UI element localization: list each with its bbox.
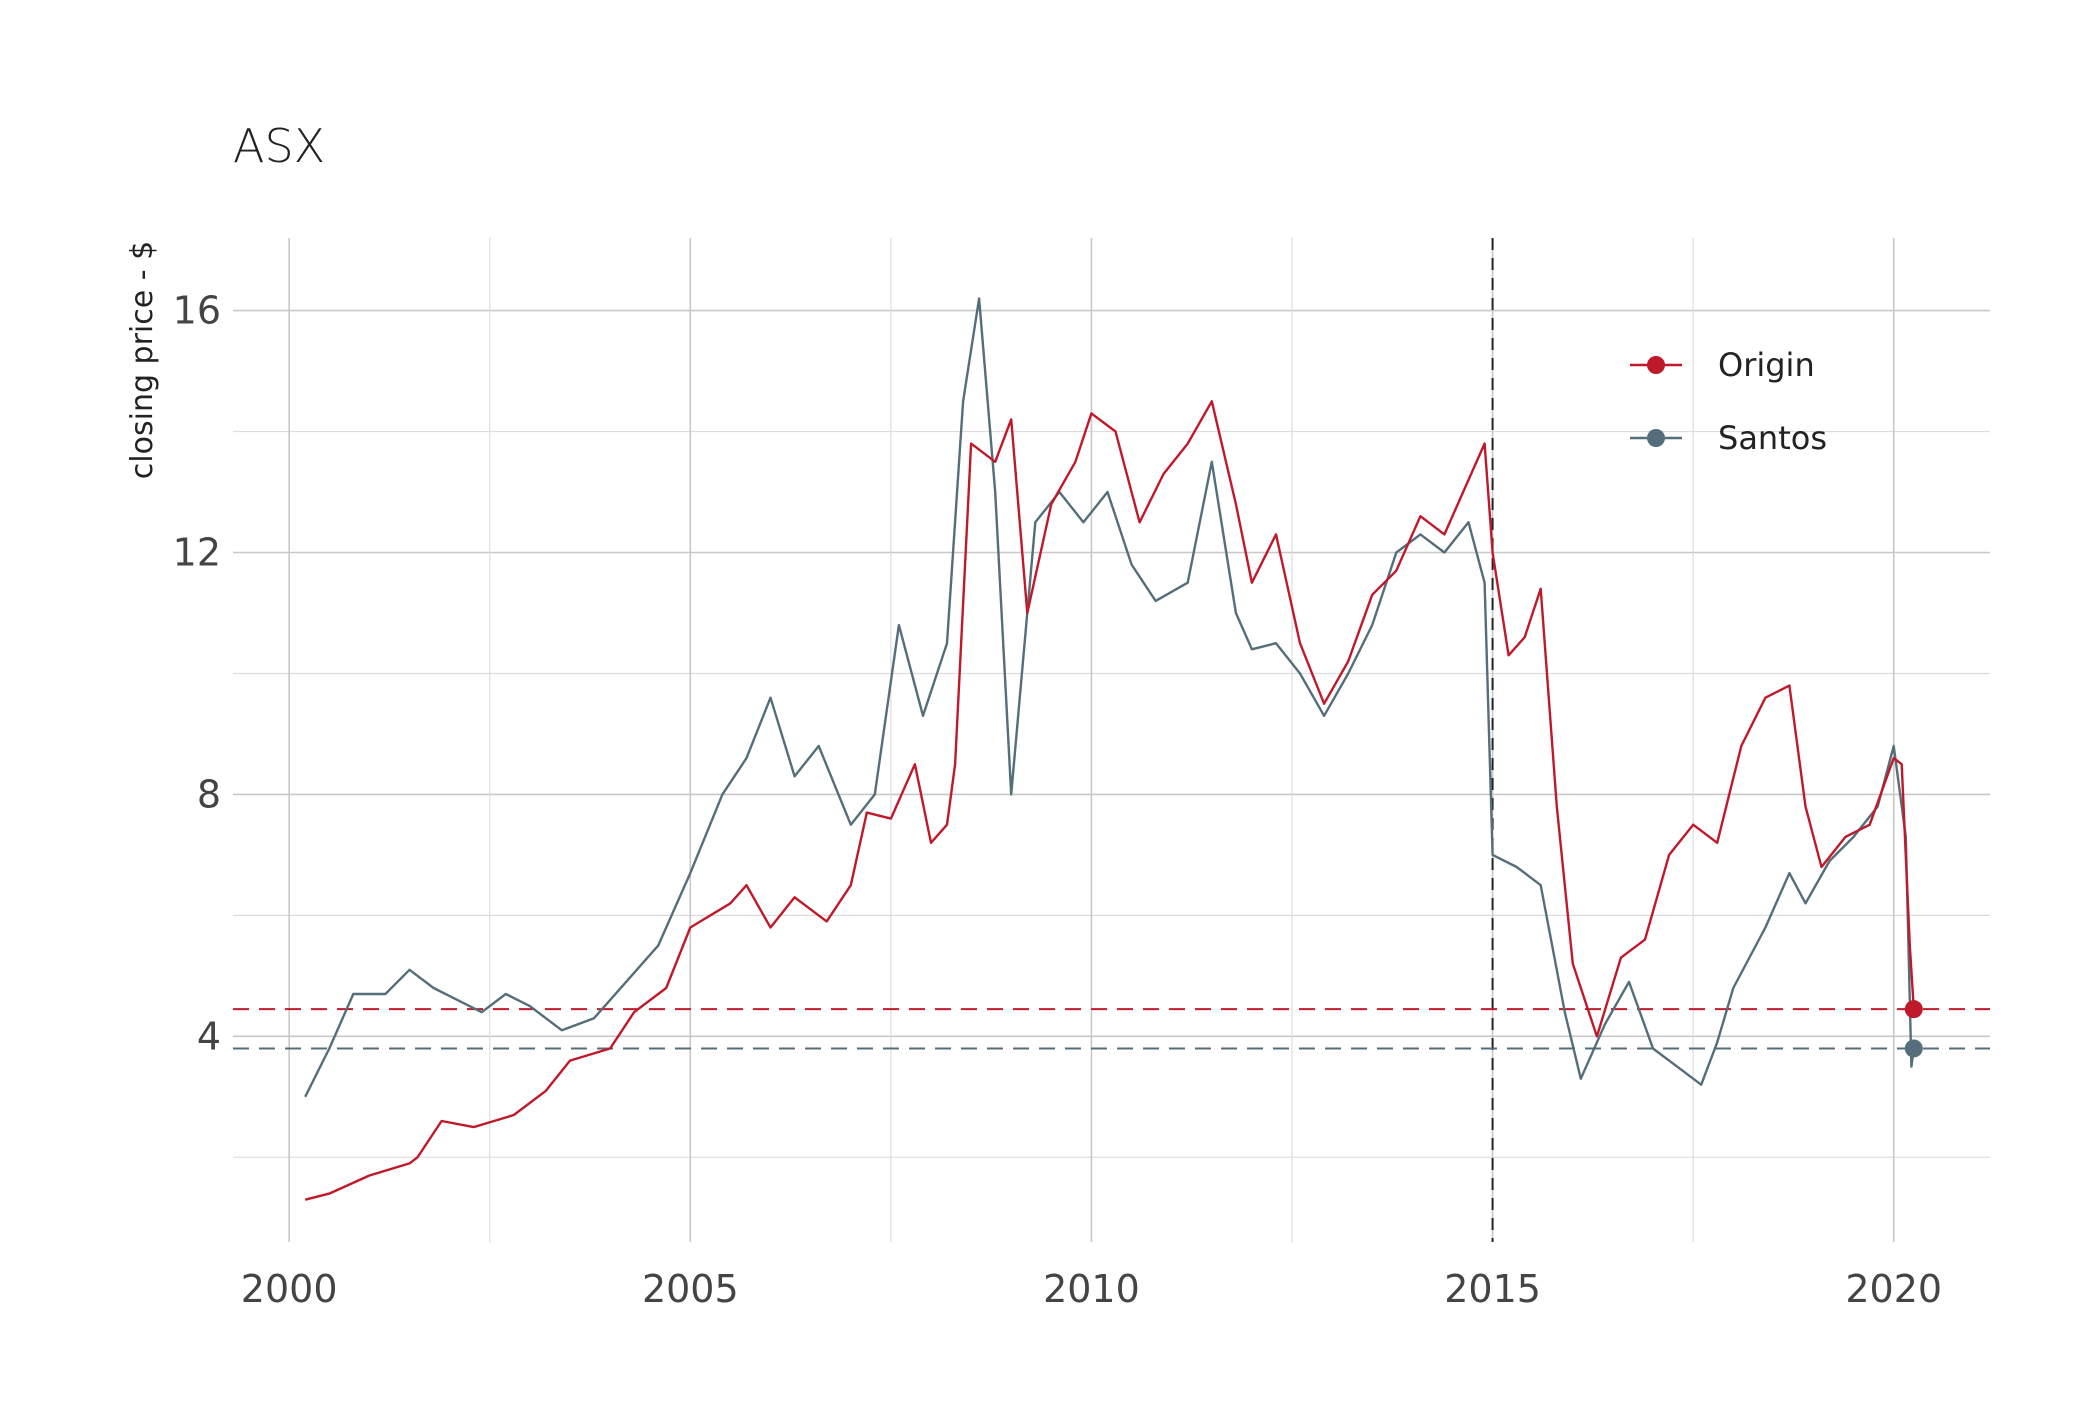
y-axis-ticks: 4 8 12 16 (173, 289, 221, 1059)
legend: Origin Santos (1630, 346, 1827, 457)
x-tick-label: 2005 (642, 1267, 739, 1311)
legend-key-marker-origin (1647, 356, 1665, 374)
y-tick-label: 4 (197, 1014, 221, 1058)
chart-title: ASX (233, 119, 325, 173)
series-line-santos (304, 297, 1915, 1098)
y-axis-label: closing price - $ (125, 241, 160, 479)
end-point-origin (1904, 1000, 1923, 1019)
x-tick-label: 2010 (1043, 1267, 1140, 1311)
y-tick-label: 16 (173, 289, 221, 333)
x-axis-ticks: 2000 2005 2010 2015 2020 (241, 1267, 1942, 1311)
x-tick-label: 2000 (241, 1267, 338, 1311)
y-tick-label: 8 (197, 772, 221, 816)
series-lines (304, 297, 1915, 1201)
y-tick-label: 12 (173, 531, 221, 575)
x-tick-label: 2020 (1845, 1267, 1942, 1311)
end-point-santos (1904, 1039, 1923, 1058)
legend-label-santos: Santos (1718, 419, 1827, 457)
x-tick-label: 2015 (1444, 1267, 1541, 1311)
grid (233, 238, 1990, 1242)
end-points (1904, 1000, 1923, 1058)
series-line-origin (304, 400, 1915, 1201)
legend-key-marker-santos (1647, 429, 1665, 447)
legend-label-origin: Origin (1718, 346, 1815, 384)
reference-lines (233, 238, 1990, 1242)
